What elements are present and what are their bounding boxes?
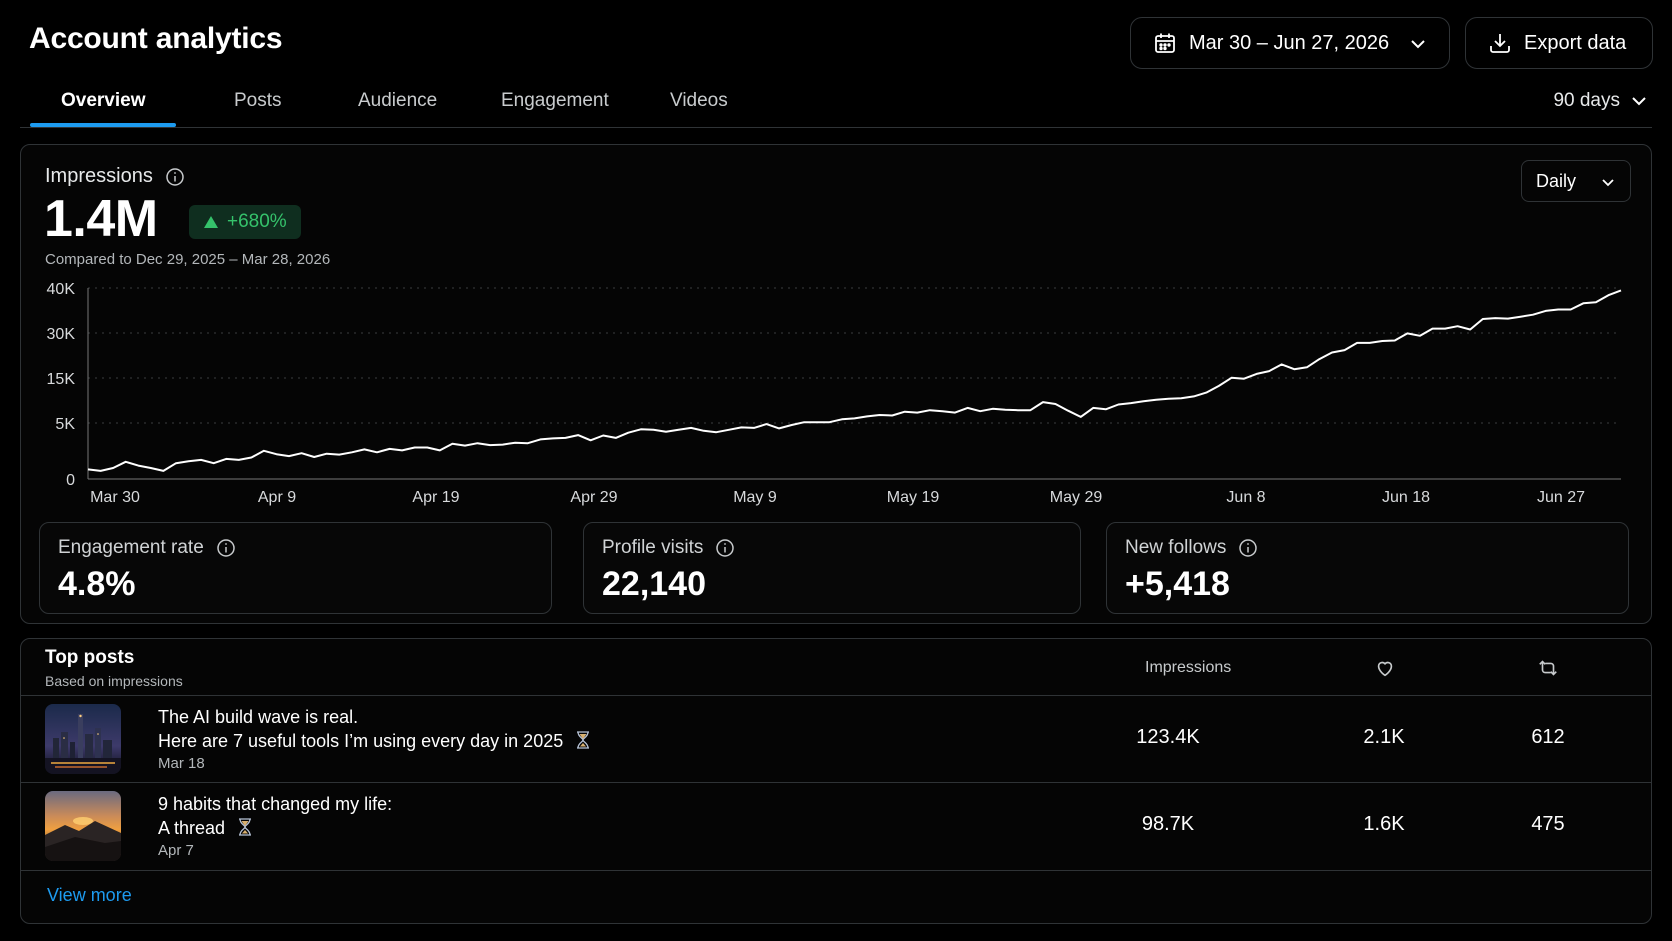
x-tick-label: May 9	[733, 489, 777, 506]
impressions-delta-badge: +680%	[189, 205, 301, 239]
info-icon[interactable]	[165, 167, 185, 187]
post-likes: 2.1K	[1363, 726, 1405, 748]
info-icon[interactable]	[216, 538, 236, 558]
post-impressions: 123.4K	[1136, 726, 1200, 748]
metric-value: 4.8%	[58, 565, 136, 603]
metric-value: 22,140	[602, 565, 706, 603]
y-tick-label: 40K	[47, 281, 76, 298]
metric-label: Profile visits	[602, 537, 704, 558]
metric-card-new-follows: New follows +5,418	[1106, 522, 1629, 614]
row-divider	[21, 782, 1651, 783]
post-date: Mar 18	[158, 755, 205, 772]
range-select[interactable]: 90 days	[1553, 90, 1648, 112]
tab-bar: Overview Posts Audience Engagement Video…	[20, 84, 1652, 128]
impressions-delta: +680%	[227, 211, 287, 232]
impressions-label: Impressions	[45, 165, 153, 187]
tab-engagement[interactable]: Engagement	[501, 90, 609, 111]
x-tick-label: Jun 27	[1537, 489, 1585, 506]
y-tick-label: 5K	[55, 416, 75, 433]
hourglass-icon	[239, 818, 252, 836]
table-row[interactable]: 9 habits that changed my life: A thread …	[21, 783, 1651, 869]
chevron-down-icon	[1602, 179, 1614, 187]
post-thumbnail	[45, 704, 121, 774]
export-data-label: Export data	[1524, 31, 1627, 54]
chevron-down-icon	[1632, 97, 1646, 106]
top-posts-subtitle: Based on impressions	[45, 673, 183, 689]
impressions-line-chart: 40K 30K 15K 5K 0 Mar 30 Apr 9 Apr 19 Apr 29 May 9…	[47, 281, 1622, 506]
post-text-line1: 9 habits that changed my life:	[158, 794, 393, 814]
repost-icon[interactable]	[1537, 657, 1559, 679]
post-text-line2: Here are 7 useful tools I’m using every …	[158, 731, 590, 752]
tab-posts[interactable]: Posts	[234, 90, 282, 111]
impressions-card: Impressions 1.4M +680% Compared to Dec 2…	[20, 144, 1652, 624]
page-title: Account analytics	[29, 22, 283, 55]
metric-card-profile-visits: Profile visits 22,140	[583, 522, 1081, 614]
tab-audience[interactable]: Audience	[358, 90, 438, 111]
post-text-line1: The AI build wave is real.	[158, 707, 359, 727]
y-tick-label: 30K	[47, 326, 76, 343]
view-more-link[interactable]: View more	[47, 885, 132, 905]
row-divider	[21, 870, 1651, 871]
active-tab-indicator	[30, 123, 176, 127]
metric-value: +5,418	[1125, 565, 1230, 603]
info-icon[interactable]	[715, 538, 735, 558]
comparison-period: Compared to Dec 29, 2025 – Mar 28, 2026	[45, 251, 331, 268]
series-line	[87, 289, 1622, 472]
post-thumbnail	[45, 791, 121, 861]
export-data-button[interactable]: Export data	[1465, 17, 1653, 69]
post-text: Here are 7 useful tools I’m using every …	[158, 731, 564, 751]
tab-overview[interactable]: Overview	[61, 90, 146, 111]
chevron-down-icon	[1411, 40, 1425, 49]
calendar-icon	[1153, 31, 1177, 55]
table-row[interactable]: The AI build wave is real. Here are 7 us…	[21, 696, 1651, 782]
x-tick-label: May 19	[887, 489, 940, 506]
post-date: Apr 7	[158, 842, 194, 859]
y-tick-label: 0	[66, 472, 75, 489]
range-select-label: 90 days	[1553, 90, 1620, 111]
top-posts-card: Top posts Based on impressions Impressio…	[20, 638, 1652, 924]
metric-label: New follows	[1125, 537, 1227, 558]
hourglass-icon	[577, 731, 590, 749]
x-tick-label: Jun 18	[1382, 489, 1430, 506]
info-icon[interactable]	[1238, 538, 1258, 558]
x-tick-label: Apr 9	[258, 489, 296, 506]
post-text: A thread	[158, 818, 226, 838]
tab-videos[interactable]: Videos	[670, 90, 728, 111]
date-range-button[interactable]: Mar 30 – Jun 27, 2026	[1130, 17, 1450, 69]
heart-icon[interactable]	[1374, 657, 1396, 679]
header: Account analytics Mar 30 – Jun 27, 2026 …	[0, 0, 1672, 80]
metric-label-row: Engagement rate	[58, 537, 236, 559]
metric-label-row: New follows	[1125, 537, 1258, 559]
impressions-label-row: Impressions	[45, 165, 185, 188]
x-tick-label: Apr 29	[570, 489, 617, 506]
row-divider	[21, 695, 1651, 696]
date-range-label: Mar 30 – Jun 27, 2026	[1189, 31, 1390, 54]
y-tick-label: 15K	[47, 371, 76, 388]
triangle-up-icon	[204, 216, 218, 228]
x-tick-label: Apr 19	[412, 489, 459, 506]
post-likes: 1.6K	[1363, 813, 1405, 835]
x-tick-label: May 29	[1050, 489, 1103, 506]
post-impressions: 98.7K	[1141, 813, 1195, 835]
granularity-label: Daily	[1536, 170, 1577, 191]
download-icon	[1488, 31, 1512, 55]
metric-card-engagement-rate: Engagement rate 4.8%	[39, 522, 552, 614]
x-tick-label: Jun 8	[1226, 489, 1265, 506]
post-text-line2: A thread	[158, 818, 252, 839]
column-header-impressions[interactable]: Impressions	[1145, 659, 1232, 676]
granularity-select[interactable]: Daily	[1521, 160, 1631, 202]
post-reposts: 475	[1531, 813, 1565, 835]
post-reposts: 612	[1531, 726, 1565, 748]
metric-label-row: Profile visits	[602, 537, 735, 559]
top-posts-title: Top posts	[45, 647, 135, 668]
impressions-value: 1.4M	[44, 190, 158, 248]
metric-label: Engagement rate	[58, 537, 204, 558]
x-tick-label: Mar 30	[90, 489, 140, 506]
